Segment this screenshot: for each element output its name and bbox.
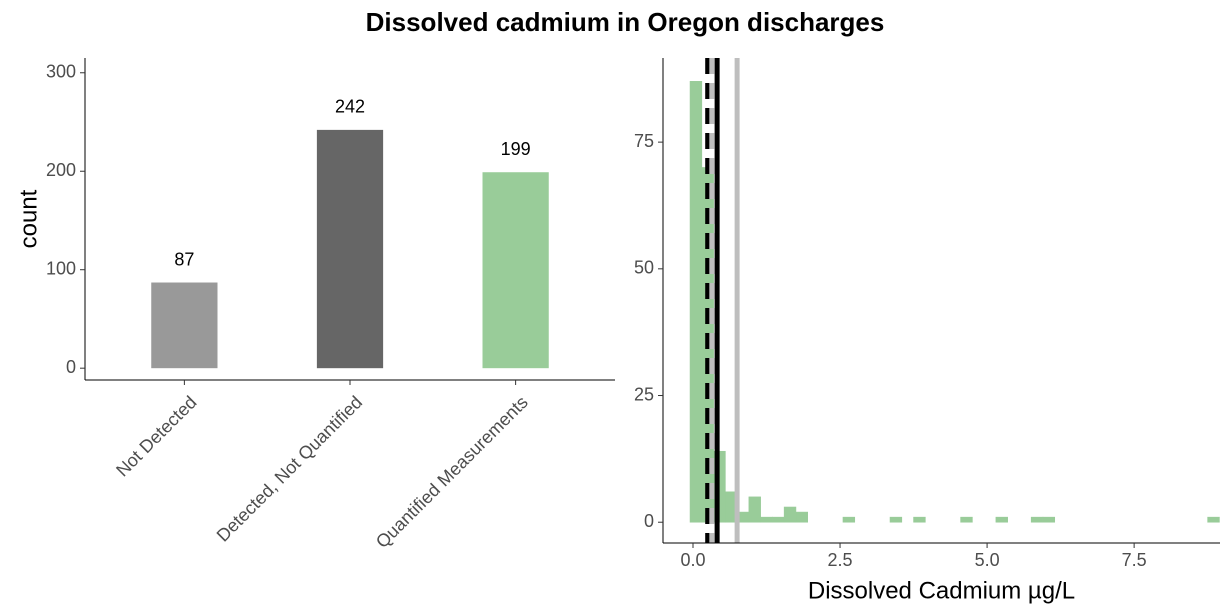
- histogram-bar: [889, 516, 903, 523]
- histogram-bar: [772, 516, 785, 523]
- histogram-bar: [960, 516, 973, 523]
- histogram-bar: [1207, 516, 1220, 523]
- x-tick-label: 2.5: [828, 550, 853, 570]
- data-label: 242: [335, 97, 365, 117]
- x-axis-title: Dissolved Cadmium µg/L: [808, 577, 1075, 604]
- x-tick-label: Detected, Not Quantified: [213, 392, 367, 546]
- x-tick-label: Not Detected: [112, 392, 200, 480]
- histogram-bar: [1030, 516, 1044, 523]
- bar: [316, 129, 384, 369]
- y-axis-title: count: [15, 189, 42, 248]
- bar: [482, 172, 549, 369]
- histogram-bar: [795, 511, 808, 523]
- histogram-bar: [842, 516, 856, 523]
- histogram-bar: [783, 506, 797, 523]
- y-tick-label: 25: [634, 384, 654, 404]
- chart-title: Dissolved cadmium in Oregon discharges: [366, 7, 885, 37]
- histogram-bar: [689, 81, 703, 523]
- data-label: 87: [174, 249, 194, 269]
- histogram-bar: [1042, 516, 1056, 523]
- x-tick-label: 5.0: [975, 550, 1000, 570]
- y-tick-label: 50: [634, 258, 654, 278]
- y-tick-label: 300: [46, 62, 76, 82]
- y-tick-label: 200: [46, 160, 76, 180]
- y-tick-label: 0: [644, 511, 654, 531]
- bar: [151, 282, 218, 369]
- histogram-bar: [748, 496, 761, 523]
- y-tick-label: 0: [66, 357, 76, 377]
- data-label: 199: [501, 139, 531, 159]
- y-tick-label: 100: [46, 258, 76, 278]
- x-tick-label: 7.5: [1122, 550, 1147, 570]
- histogram-bar: [913, 516, 926, 523]
- x-tick-label: 0.0: [680, 550, 705, 570]
- histogram-bar: [760, 516, 773, 523]
- histogram-bar: [995, 516, 1008, 523]
- x-tick-label: Quantified Measurements: [372, 392, 532, 552]
- y-tick-label: 75: [634, 131, 654, 151]
